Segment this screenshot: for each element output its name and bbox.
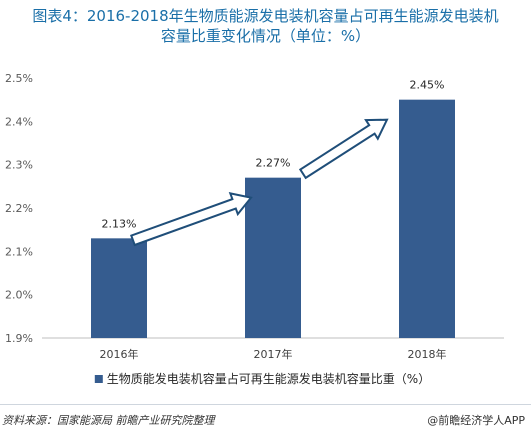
source-note: 资料来源：国家能源局 前瞻产业研究院整理 bbox=[2, 414, 215, 427]
trend-arrow-icon bbox=[298, 118, 389, 180]
y-tick-label: 2.3% bbox=[5, 159, 33, 172]
bar-3 bbox=[399, 99, 455, 339]
data-label: 2.13% bbox=[102, 217, 137, 230]
bar-chart: 1.9% 2.0% 2.1% 2.2% 2.3% 2.4% 2.5% 2.13% 2016年 2.… bbox=[5, 72, 504, 386]
x-tick-label: 2016年 bbox=[100, 347, 139, 361]
legend-swatch bbox=[94, 375, 103, 383]
bar-1 bbox=[91, 238, 147, 338]
y-tick-label: 1.9% bbox=[5, 332, 33, 345]
chart-title-line-1: 图表4：2016-2018年生物质能源发电装机容量占可再生能源发电装机 bbox=[32, 7, 499, 25]
x-tick-label: 2017年 bbox=[254, 347, 293, 361]
y-tick-label: 2.1% bbox=[5, 245, 33, 258]
y-tick-label: 2.5% bbox=[5, 72, 33, 85]
bar-2 bbox=[245, 177, 301, 338]
trend-arrow-icon bbox=[130, 192, 253, 247]
chart-title: 图表4：2016-2018年生物质能源发电装机容量占可再生能源发电装机 容量比重… bbox=[0, 6, 531, 46]
brand-credit: @前瞻经济学人APP bbox=[427, 414, 525, 427]
legend-label: 生物质能发电装机容量占可再生能源发电装机容量比重（%） bbox=[107, 371, 430, 386]
y-tick-label: 2.2% bbox=[5, 202, 33, 215]
y-tick-label: 2.0% bbox=[5, 289, 33, 302]
data-label: 2.45% bbox=[410, 79, 445, 92]
x-tick-label: 2018年 bbox=[408, 347, 447, 361]
y-tick-label: 2.4% bbox=[5, 115, 33, 128]
chart-title-line-2: 容量比重变化情况（单位：%） bbox=[160, 27, 371, 45]
data-label: 2.27% bbox=[256, 157, 291, 170]
footer-divider bbox=[0, 404, 531, 405]
